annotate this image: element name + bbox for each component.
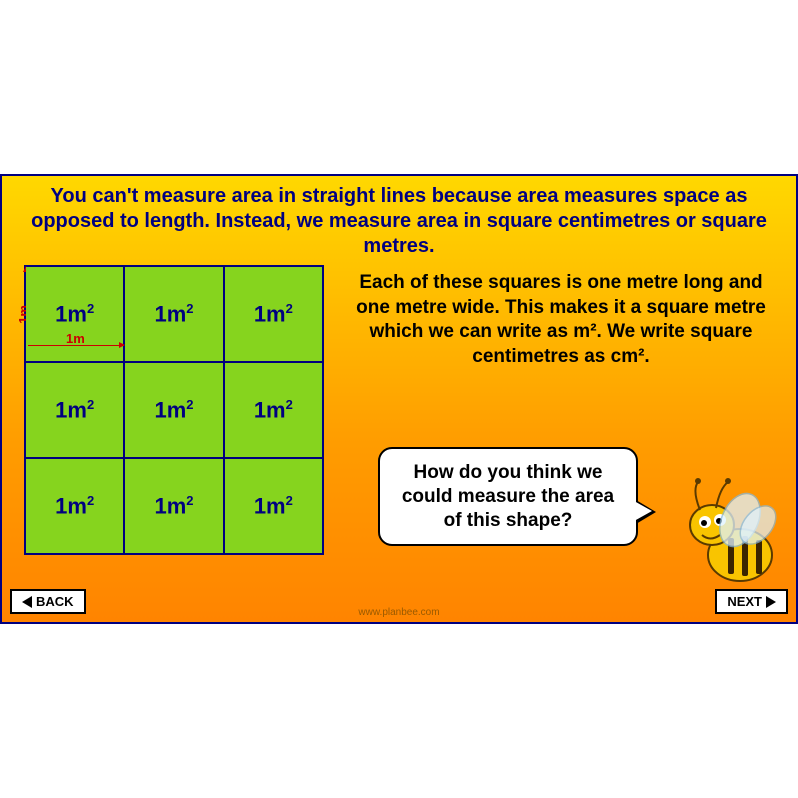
square-grid: 1m 1m2 1m2 1m2 1m2 1m2 1m2 1m2 1m2 1m2 (24, 265, 324, 555)
cell-sup: 2 (87, 301, 94, 316)
grid-cell: 1m2 (25, 362, 124, 458)
arrow-right-icon (766, 596, 776, 608)
slide: You can't measure area in straight lines… (0, 174, 798, 624)
next-label: NEXT (727, 594, 762, 609)
grid-cell: 1m 1m2 (25, 266, 124, 362)
grid-cell: 1m2 (25, 458, 124, 554)
grid-cell: 1m2 (224, 362, 323, 458)
grid-diagram: 1m 1m 1m2 1m2 1m2 1m2 1m2 1m2 (14, 265, 324, 555)
heading-text: You can't measure area in straight lines… (2, 176, 796, 265)
grid-cell: 1m2 (224, 266, 323, 362)
arrow-left-icon (22, 596, 32, 608)
dim-horizontal-label: 1m (66, 331, 85, 346)
grid-cell: 1m2 (124, 458, 223, 554)
next-button[interactable]: NEXT (715, 589, 788, 614)
cell-label: 1m (55, 301, 87, 326)
grid-cell: 1m2 (224, 458, 323, 554)
back-label: BACK (36, 594, 74, 609)
grid-cell: 1m2 (124, 362, 223, 458)
bee-icon (670, 470, 790, 600)
body-text: Each of these squares is one metre long … (338, 265, 784, 370)
grid-cell: 1m2 (124, 266, 223, 362)
back-button[interactable]: BACK (10, 589, 86, 614)
speech-bubble: How do you think we could measure the ar… (378, 447, 638, 546)
footer-url: www.planbee.com (358, 607, 439, 618)
